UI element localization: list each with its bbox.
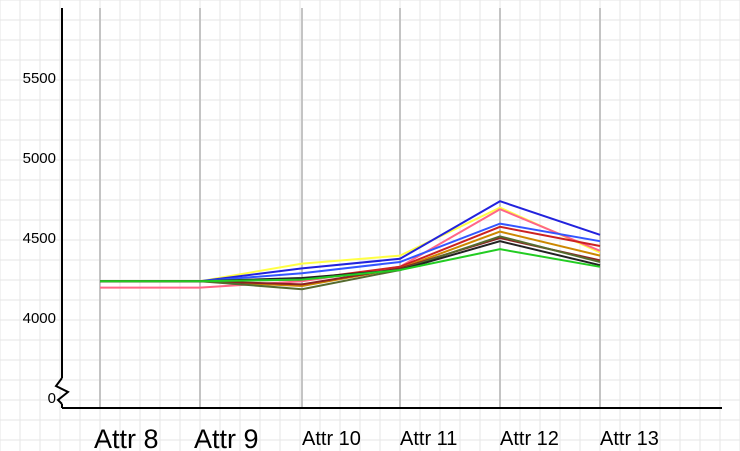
y-tick-labels: 0 4000 4500 5000 5500	[23, 70, 56, 407]
x-tick-label: Attr 11	[400, 428, 457, 450]
series-line	[100, 248, 601, 283]
x-tick-label: Attr 13	[600, 428, 659, 450]
y-tick-label: 5500	[23, 70, 56, 87]
series-line	[100, 200, 601, 283]
x-tick-labels: Attr 8 Attr 9 Attr 10 Attr 11 Attr 12 Attr 13	[94, 424, 659, 451]
x-tick-label: Attr 10	[302, 428, 361, 450]
series-lines	[100, 200, 601, 291]
chart-frame	[54, 8, 722, 409]
x-tick-label: Attr 8	[94, 424, 159, 451]
x-tick-label: Attr 12	[500, 428, 559, 450]
x-tick-label: Attr 9	[194, 424, 259, 451]
y-tick-label: 5000	[23, 150, 56, 167]
axis-break-mark	[54, 377, 70, 405]
y-tick-label: 4000	[23, 310, 56, 327]
y-tick-label: 4500	[23, 230, 56, 247]
series-line	[100, 236, 601, 286]
attribute-axes	[99, 8, 601, 408]
y-tick-label: 0	[48, 390, 56, 407]
